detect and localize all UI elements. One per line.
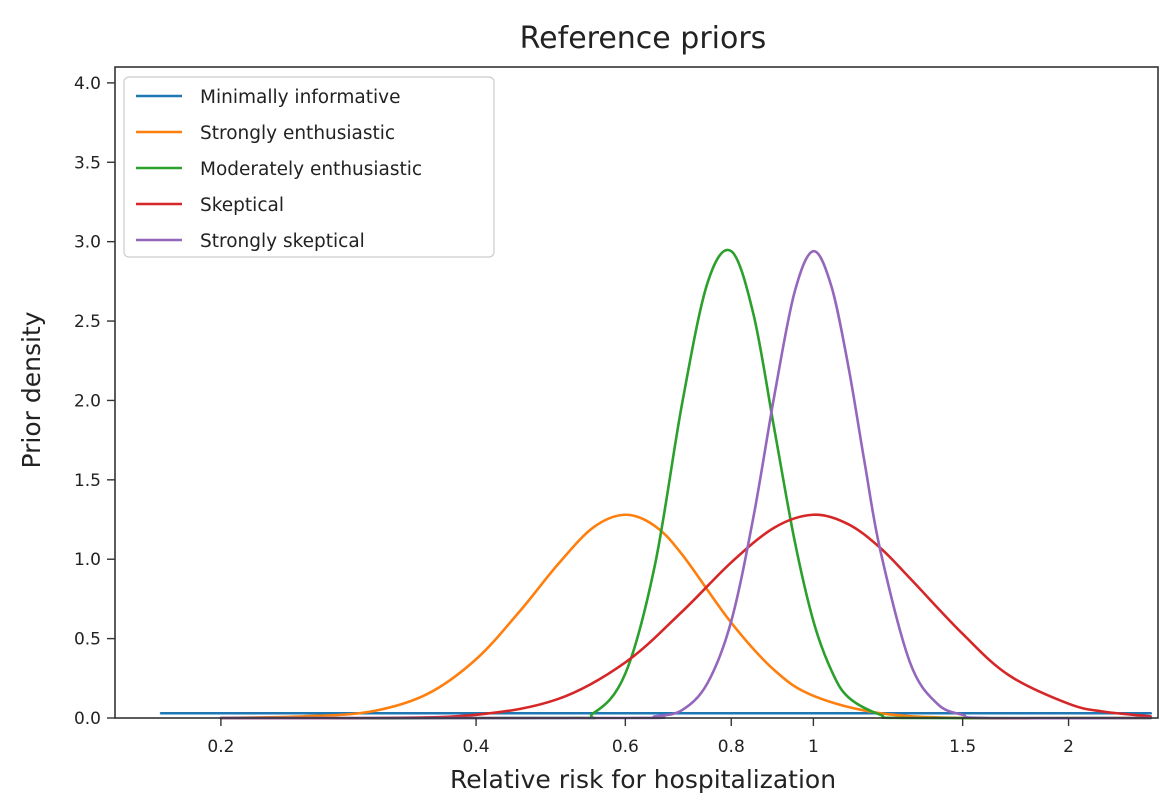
- y-axis-ticks: 0.0 0.5 1.0 1.5 2.0 2.5 3.0 3.5 4.0: [74, 74, 115, 729]
- legend-label: Skeptical: [200, 195, 284, 216]
- x-tick-label: 2: [1063, 737, 1074, 757]
- y-tick-label: 2.5: [74, 312, 101, 332]
- legend-box: [123, 76, 495, 258]
- x-tick-label: 0.6: [612, 737, 639, 757]
- x-axis-label: Relative risk for hospitalization: [450, 765, 836, 794]
- series-line-strongly-enthusiastic: [219, 513, 1153, 720]
- y-tick-label: 2.0: [74, 391, 101, 411]
- legend: Minimally informative Strongly enthusiast…: [123, 76, 495, 258]
- series-lines: [159, 248, 1153, 720]
- y-tick-label: 4.0: [74, 74, 101, 94]
- y-tick-label: 1.0: [74, 550, 101, 570]
- series-line-skeptical: [219, 513, 1153, 720]
- x-axis-ticks: 0.2 0.4 0.6 0.8 1 1.5 2: [207, 718, 1074, 757]
- legend-label: Minimally informative: [200, 87, 401, 108]
- x-tick-label: 0.2: [207, 737, 234, 757]
- legend-label: Strongly enthusiastic: [200, 123, 395, 144]
- legend-label: Strongly skeptical: [200, 231, 365, 252]
- y-tick-label: 0.0: [74, 709, 101, 729]
- legend-label: Moderately enthusiastic: [200, 159, 422, 180]
- y-tick-label: 0.5: [74, 630, 101, 650]
- x-tick-label: 0.4: [463, 737, 490, 757]
- y-tick-label: 3.5: [74, 153, 101, 173]
- x-tick-label: 1.5: [949, 737, 976, 757]
- plot-area-frame: [114, 66, 1159, 719]
- x-tick-label: 1: [808, 737, 819, 757]
- x-tick-label: 0.8: [718, 737, 745, 757]
- y-tick-label: 1.5: [74, 471, 101, 491]
- series-line-moderately-enthusiastic: [219, 248, 1153, 720]
- y-axis-label: Prior density: [17, 311, 46, 468]
- y-tick-label: 3.0: [74, 233, 101, 253]
- series-line-strongly-skeptical: [219, 249, 1153, 720]
- chart-title: Reference priors: [520, 21, 767, 56]
